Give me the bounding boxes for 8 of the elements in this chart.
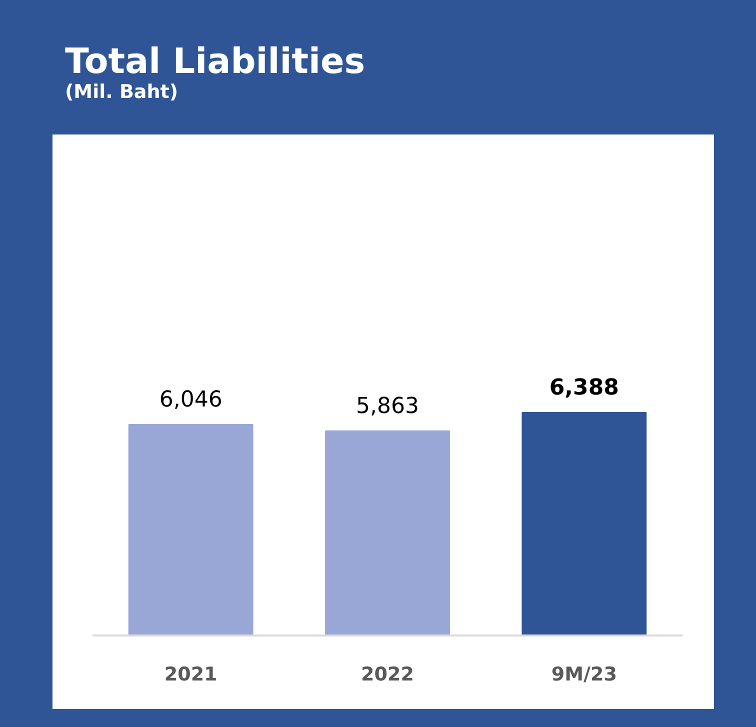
data-label: 6,388 — [549, 376, 619, 401]
x-tick-label: 2022 — [361, 664, 414, 686]
chart-title: Total Liabilities — [65, 42, 366, 82]
data-label: 5,863 — [356, 394, 419, 419]
data-label: 6,046 — [159, 387, 222, 412]
x-tick-label: 2021 — [164, 664, 218, 686]
chart-subtitle: (Mil. Baht) — [65, 80, 180, 102]
x-tick-label: 9M/23 — [551, 664, 617, 686]
